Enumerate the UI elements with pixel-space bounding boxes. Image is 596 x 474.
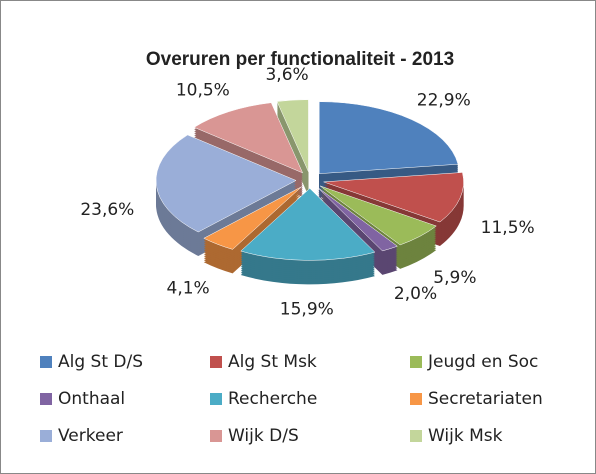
legend-label: Jeugd en Soc bbox=[427, 352, 538, 372]
slice bbox=[276, 99, 309, 172]
data-label: 10,5% bbox=[176, 80, 230, 100]
data-label: 5,9% bbox=[433, 268, 476, 288]
legend-label: Wijk Msk bbox=[428, 426, 503, 446]
legend-label: Onthaal bbox=[58, 389, 125, 409]
legend-label: Alg St D/S bbox=[58, 352, 143, 372]
slice bbox=[319, 185, 437, 246]
legend-label: Wijk D/S bbox=[228, 426, 299, 446]
data-label: 3,6% bbox=[265, 65, 308, 85]
legend-label: Secretariaten bbox=[428, 389, 543, 409]
slice bbox=[155, 134, 297, 233]
data-label: 2,0% bbox=[394, 284, 437, 304]
legend-swatch bbox=[40, 393, 52, 405]
data-label: 15,9% bbox=[280, 300, 334, 320]
legend-swatch bbox=[40, 356, 52, 368]
data-label: 23,6% bbox=[80, 200, 134, 220]
legend-swatch bbox=[410, 393, 422, 405]
slice bbox=[240, 188, 376, 261]
legend-swatch bbox=[210, 356, 222, 368]
legend-swatch bbox=[40, 430, 52, 442]
legend-swatch bbox=[210, 393, 222, 405]
data-label: 4,1% bbox=[167, 278, 210, 298]
legend-swatch bbox=[410, 430, 422, 442]
legend-label: Alg St Msk bbox=[228, 352, 317, 372]
legend-swatch bbox=[410, 356, 422, 368]
slice bbox=[193, 102, 304, 174]
legend-swatch bbox=[210, 430, 222, 442]
legend-label: Verkeer bbox=[58, 426, 123, 446]
slice bbox=[203, 186, 302, 250]
slice bbox=[317, 186, 398, 252]
slice bbox=[318, 101, 459, 174]
chart-title: Overuren per functionaliteit - 2013 bbox=[146, 49, 454, 70]
data-label: 22,9% bbox=[417, 91, 471, 111]
data-label: 11,5% bbox=[481, 218, 535, 238]
legend-label: Recherche bbox=[228, 389, 317, 409]
slice bbox=[323, 172, 464, 223]
